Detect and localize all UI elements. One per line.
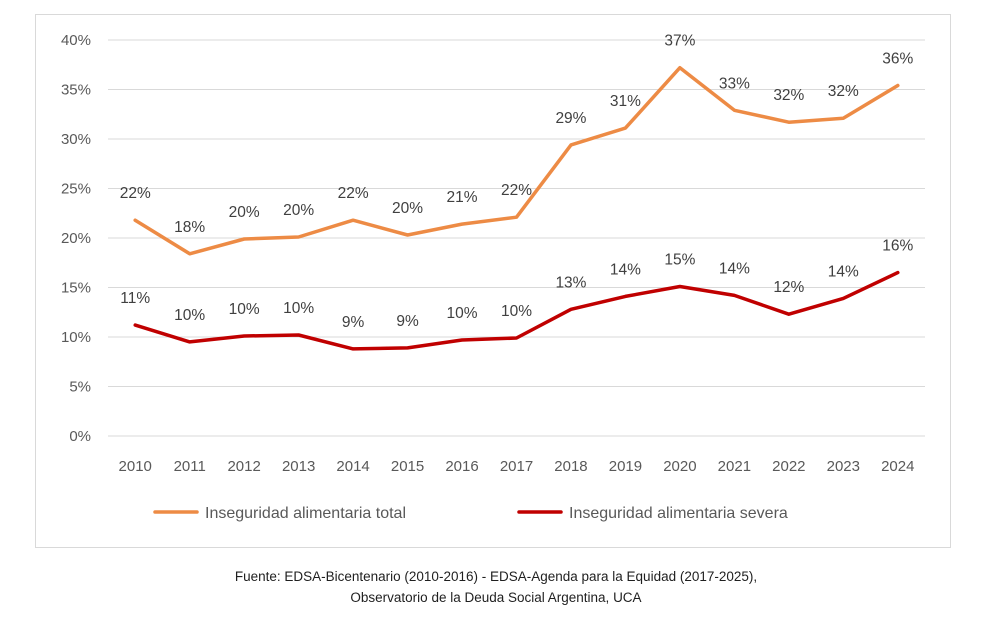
x-tick-label: 2020 bbox=[663, 458, 696, 475]
y-tick-label: 30% bbox=[61, 131, 91, 148]
legend-item-total: Inseguridad alimentaria total bbox=[153, 505, 406, 522]
data-label: 10% bbox=[229, 301, 260, 318]
x-tick-label: 2010 bbox=[119, 458, 152, 475]
y-tick-label: 0% bbox=[69, 428, 91, 445]
y-tick-label: 15% bbox=[61, 280, 91, 297]
y-axis-ticks: 0% 5% 10% 15% 20% 25% 30% 35% 40% bbox=[61, 32, 91, 445]
x-tick-label: 2017 bbox=[500, 458, 533, 475]
x-tick-label: 2019 bbox=[609, 458, 642, 475]
data-label: 20% bbox=[229, 204, 260, 221]
data-label: 29% bbox=[555, 110, 586, 127]
data-label: 10% bbox=[447, 305, 478, 322]
y-tick-label: 35% bbox=[61, 82, 91, 99]
data-label: 20% bbox=[283, 202, 314, 219]
chart-frame bbox=[35, 14, 951, 548]
data-label: 16% bbox=[882, 238, 913, 255]
y-tick-label: 10% bbox=[61, 329, 91, 346]
data-label: 32% bbox=[773, 87, 804, 104]
data-label: 9% bbox=[342, 314, 365, 331]
x-tick-label: 2012 bbox=[227, 458, 260, 475]
x-axis-ticks: 2010 2011 2012 2013 2014 2015 2016 2017 2018 2019… bbox=[119, 458, 915, 475]
data-label: 36% bbox=[882, 51, 913, 68]
source-note: Fuente: EDSA-Bicentenario (2010-2016) - … bbox=[0, 566, 992, 608]
legend-item-severa: Inseguridad alimentaria severa bbox=[517, 505, 788, 522]
series-line-total bbox=[133, 65, 900, 256]
source-line-1: Fuente: EDSA-Bicentenario (2010-2016) - … bbox=[234, 569, 758, 584]
x-tick-label: 2011 bbox=[174, 458, 206, 475]
data-label: 13% bbox=[555, 274, 586, 291]
data-label: 37% bbox=[664, 33, 695, 50]
data-label: 14% bbox=[610, 261, 641, 278]
source-line-2: Observatorio de la Deuda Social Argentin… bbox=[350, 590, 642, 605]
data-label: 32% bbox=[828, 83, 859, 100]
gridlines bbox=[108, 39, 925, 437]
data-label: 22% bbox=[338, 185, 369, 202]
data-label: 18% bbox=[174, 219, 205, 236]
data-label: 15% bbox=[664, 252, 695, 269]
data-label: 31% bbox=[610, 93, 641, 110]
x-tick-label: 2013 bbox=[282, 458, 315, 475]
data-label: 33% bbox=[719, 75, 750, 92]
x-tick-label: 2023 bbox=[827, 458, 860, 475]
y-tick-label: 20% bbox=[61, 230, 91, 247]
y-tick-label: 25% bbox=[61, 181, 91, 198]
data-label: 14% bbox=[828, 263, 859, 280]
x-tick-label: 2022 bbox=[772, 458, 805, 475]
data-label: 14% bbox=[719, 260, 750, 277]
x-tick-label: 2014 bbox=[336, 458, 369, 475]
x-tick-label: 2018 bbox=[554, 458, 587, 475]
data-label: 22% bbox=[120, 185, 151, 202]
data-label: 20% bbox=[392, 200, 423, 217]
data-label: 9% bbox=[396, 313, 419, 330]
data-label: 10% bbox=[501, 303, 532, 320]
data-label: 10% bbox=[174, 307, 205, 324]
x-tick-label: 2016 bbox=[445, 458, 478, 475]
y-tick-label: 40% bbox=[61, 32, 91, 49]
data-label: 12% bbox=[773, 279, 804, 296]
series-lines bbox=[133, 65, 900, 351]
x-tick-label: 2015 bbox=[391, 458, 424, 475]
data-label: 21% bbox=[447, 189, 478, 206]
series-line-severa bbox=[133, 270, 900, 351]
legend-label: Inseguridad alimentaria total bbox=[205, 505, 406, 522]
legend-label: Inseguridad alimentaria severa bbox=[569, 505, 788, 522]
y-tick-label: 5% bbox=[69, 379, 91, 396]
data-label: 22% bbox=[501, 182, 532, 199]
data-label: 10% bbox=[283, 300, 314, 317]
data-labels: 22% 18% 20% 20% 22% 20% 21% 22% 29% 31% 37% 33% 32% 3… bbox=[120, 33, 914, 331]
x-tick-label: 2024 bbox=[881, 458, 914, 475]
legend: Inseguridad alimentaria total Inseguridad… bbox=[153, 505, 788, 522]
data-label: 11% bbox=[120, 290, 150, 307]
x-tick-label: 2021 bbox=[718, 458, 751, 475]
